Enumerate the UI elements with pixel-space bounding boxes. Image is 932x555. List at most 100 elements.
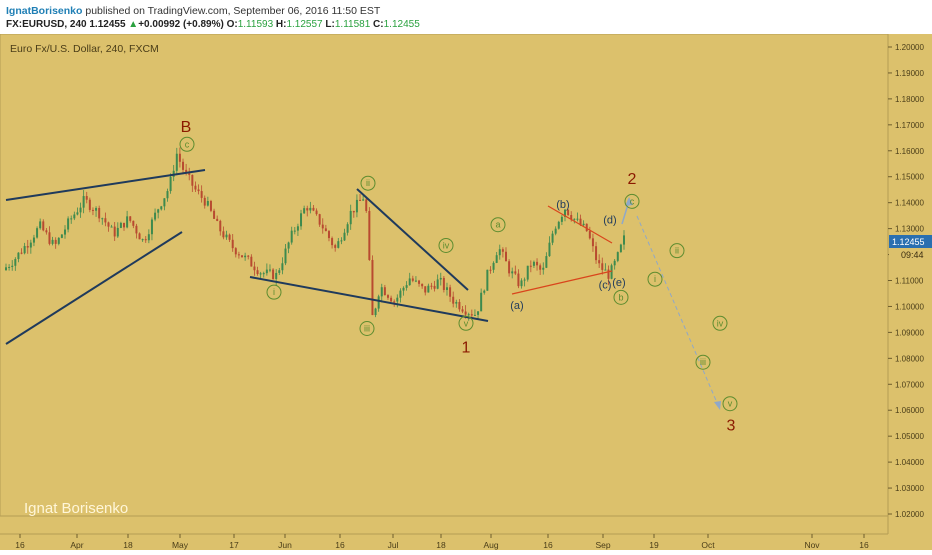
- candle-body: [405, 285, 408, 288]
- candle-body: [29, 242, 32, 248]
- watermark: Ignat Borisenko: [24, 500, 128, 517]
- x-tick-label: Sep: [595, 540, 610, 550]
- wedge-lower-line[interactable]: [5, 231, 183, 345]
- candle-body: [219, 220, 222, 232]
- candle-body: [483, 290, 486, 293]
- candle-body: [169, 176, 172, 192]
- candle-body: [554, 228, 557, 234]
- candle-body: [5, 267, 7, 271]
- candle-body: [529, 265, 532, 267]
- candle-body: [82, 196, 85, 208]
- wave-label-2[interactable]: c: [179, 136, 195, 152]
- wave-label-7[interactable]: v: [458, 315, 474, 331]
- chart-title: Euro Fx/U.S. Dollar, 240, FXCM: [10, 43, 159, 55]
- candle-body: [464, 311, 467, 315]
- candle-body: [178, 153, 181, 162]
- candle-body: [452, 296, 455, 304]
- candle-body: [8, 266, 11, 268]
- candle-body: [32, 237, 35, 243]
- candle-body: [14, 259, 17, 266]
- triangle-upper-line[interactable]: [356, 188, 469, 291]
- plot-area[interactable]: [0, 33, 889, 517]
- y-tick-label: 1.03000: [895, 484, 924, 493]
- candle-body: [119, 222, 122, 228]
- candle-body: [64, 229, 67, 235]
- wave-label-21[interactable]: iii: [695, 354, 711, 370]
- candle-body: [160, 206, 163, 210]
- candle-body: [73, 214, 76, 219]
- candle-body: [225, 234, 228, 238]
- wave-label-circle: [669, 243, 685, 259]
- candle-body: [442, 277, 445, 290]
- wave-label-circle: [360, 175, 376, 191]
- candle-body: [473, 314, 476, 316]
- candle-body: [141, 239, 144, 241]
- y-tick-label: 1.04000: [895, 458, 924, 467]
- wave-label-4[interactable]: ii: [360, 175, 376, 191]
- candle-body: [39, 221, 42, 229]
- wave-label-17[interactable]: c: [624, 193, 640, 209]
- y-tick-label: 1.16000: [895, 147, 924, 156]
- candle-body: [610, 265, 613, 279]
- candles: [5, 147, 625, 321]
- wave-label-16[interactable]: 2: [628, 171, 637, 188]
- candle-body: [147, 234, 150, 241]
- wave-label-13[interactable]: (c): [599, 279, 612, 291]
- candle-body: [424, 286, 427, 293]
- wedge-upper-line[interactable]: [5, 169, 206, 201]
- price-axis[interactable]: [888, 34, 932, 550]
- candle-body: [380, 287, 383, 297]
- candle-body: [545, 256, 548, 268]
- triangle-lower-line[interactable]: [249, 276, 489, 322]
- wave-label-circle: [722, 396, 738, 412]
- candle-body: [399, 290, 402, 298]
- red-triangle-lower-line[interactable]: [511, 270, 613, 295]
- wave-label-9[interactable]: a: [490, 217, 506, 233]
- candle-body: [504, 251, 507, 262]
- wave-label-11[interactable]: (b): [556, 199, 569, 211]
- wave-label-5[interactable]: iii: [359, 320, 375, 336]
- y-axis-ticks: 1.02000 1.03000 1.04000 1.05000 1.06000 1.070…: [888, 43, 924, 519]
- candle-body: [418, 280, 421, 284]
- author-link[interactable]: IgnatBorisenko: [6, 5, 83, 17]
- candle-body: [365, 199, 368, 211]
- wave-label-circle: [438, 237, 454, 253]
- candle-body: [278, 270, 281, 273]
- wave-label-6[interactable]: iv: [438, 237, 454, 253]
- wave-label-text: ii: [675, 246, 679, 256]
- wave-label-23[interactable]: 3: [727, 417, 736, 434]
- wave-label-3[interactable]: i: [266, 284, 282, 300]
- candle-body: [508, 261, 511, 274]
- trendlines: [5, 169, 721, 410]
- wave-label-22[interactable]: v: [722, 396, 738, 412]
- open-label: O:: [226, 19, 238, 30]
- y-tick-label: 1.11000: [895, 277, 924, 286]
- candle-body: [303, 208, 306, 214]
- wave-label-12[interactable]: (d): [603, 215, 616, 227]
- candle-body: [268, 269, 271, 271]
- wave-label-1[interactable]: B: [181, 119, 192, 136]
- price-chart[interactable]: 1.02000 1.03000 1.04000 1.05000 1.06000 1.070…: [0, 33, 932, 550]
- wave-label-circle: [624, 193, 640, 209]
- y-tick-label: 1.05000: [895, 432, 924, 441]
- x-tick-label: Jun: [278, 540, 292, 550]
- candle-body: [306, 208, 309, 211]
- wave-label-circle: [179, 136, 195, 152]
- chart-area[interactable]: 1.02000 1.03000 1.04000 1.05000 1.06000 1.070…: [0, 33, 932, 550]
- red-triangle-upper-line[interactable]: [547, 205, 613, 244]
- candle-body: [182, 161, 185, 170]
- y-tick-label: 1.06000: [895, 406, 924, 415]
- wave-label-15[interactable]: b: [613, 289, 629, 305]
- wave-label-8[interactable]: 1: [462, 340, 471, 357]
- candle-body: [175, 153, 178, 171]
- wave-label-19[interactable]: i: [647, 271, 663, 287]
- candle-body: [256, 270, 259, 274]
- wave-label-10[interactable]: (a): [510, 300, 523, 312]
- wave-label-text: v: [728, 399, 733, 409]
- wave-label-18[interactable]: ii: [669, 243, 685, 259]
- wave-label-20[interactable]: iv: [712, 315, 728, 331]
- candle-body: [113, 226, 116, 237]
- wave-label-14[interactable]: (e): [612, 277, 625, 289]
- x-tick-label: 18: [436, 540, 446, 550]
- candle-body: [461, 309, 464, 312]
